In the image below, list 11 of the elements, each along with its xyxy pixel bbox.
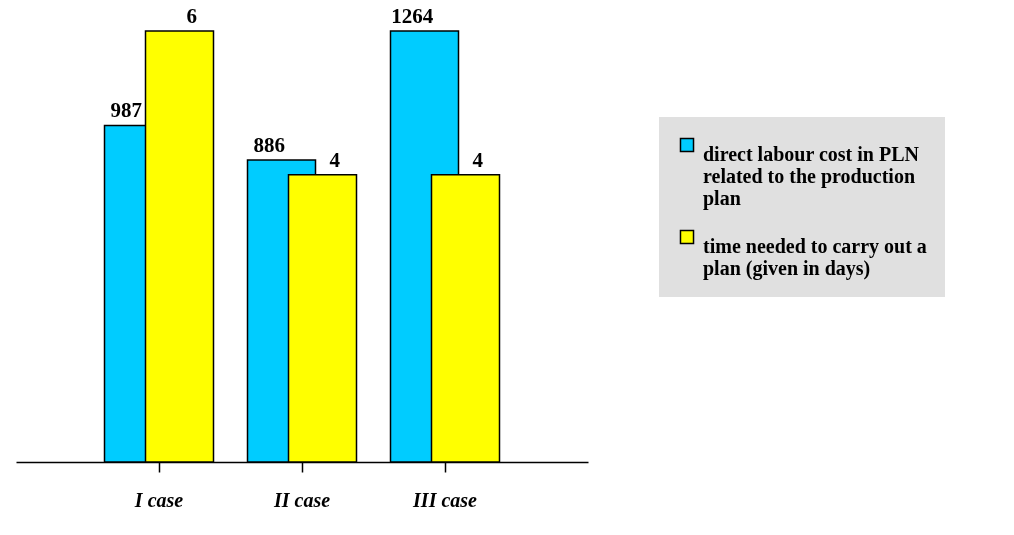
data-label: 4	[329, 147, 341, 172]
data-label: 4	[472, 147, 484, 172]
data-label: 6	[186, 4, 198, 28]
legend-label: direct labour cost in PLN related to the production plan	[703, 143, 920, 210]
x-tick-label: III case	[412, 488, 478, 511]
x-tick-label: I case	[133, 488, 184, 511]
data-label: 987	[110, 98, 142, 123]
legend-label: time needed to carry out a plan (given in days)	[703, 235, 927, 280]
data-label: 886	[253, 132, 285, 157]
data-label: 1264	[391, 4, 434, 28]
x-tick-label: II case	[272, 488, 331, 511]
